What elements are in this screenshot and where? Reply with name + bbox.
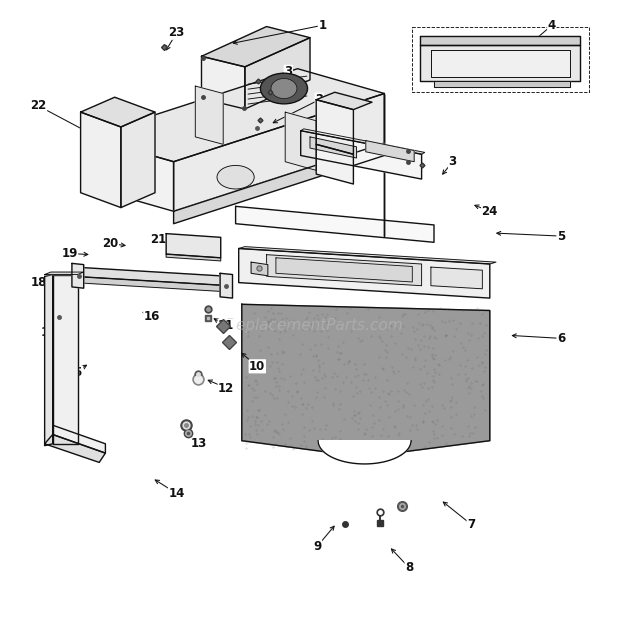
- Polygon shape: [74, 276, 229, 292]
- Polygon shape: [276, 258, 412, 282]
- Polygon shape: [81, 112, 121, 207]
- Polygon shape: [53, 425, 105, 453]
- Polygon shape: [45, 272, 84, 274]
- Text: 20: 20: [102, 237, 118, 250]
- Text: 2: 2: [315, 93, 324, 106]
- Text: 10: 10: [249, 360, 265, 373]
- Polygon shape: [220, 273, 232, 298]
- Polygon shape: [202, 27, 310, 67]
- Polygon shape: [53, 274, 78, 444]
- Polygon shape: [87, 69, 384, 161]
- Polygon shape: [245, 38, 310, 109]
- Polygon shape: [72, 263, 84, 288]
- Text: 19: 19: [61, 247, 78, 260]
- Ellipse shape: [260, 73, 308, 104]
- Polygon shape: [301, 130, 422, 179]
- Text: 9: 9: [313, 540, 322, 553]
- Polygon shape: [301, 129, 425, 154]
- Text: 24: 24: [482, 205, 498, 218]
- Polygon shape: [267, 255, 422, 286]
- Text: eReplacementParts.com: eReplacementParts.com: [216, 319, 404, 333]
- Polygon shape: [236, 206, 434, 242]
- Polygon shape: [431, 50, 570, 78]
- Polygon shape: [431, 267, 482, 289]
- Polygon shape: [310, 137, 356, 158]
- Text: 4: 4: [547, 19, 556, 32]
- Polygon shape: [251, 262, 268, 276]
- Text: 13: 13: [190, 437, 206, 450]
- Text: 8: 8: [405, 561, 414, 574]
- Polygon shape: [239, 247, 496, 264]
- Text: 5: 5: [557, 230, 565, 243]
- Polygon shape: [166, 254, 221, 261]
- Text: 14: 14: [169, 487, 185, 500]
- Polygon shape: [316, 93, 372, 110]
- Polygon shape: [81, 97, 155, 127]
- Polygon shape: [195, 86, 223, 144]
- Text: 21: 21: [151, 233, 167, 247]
- Polygon shape: [316, 144, 353, 184]
- Text: 6: 6: [557, 332, 565, 345]
- Text: 22: 22: [30, 99, 46, 112]
- Polygon shape: [45, 435, 105, 463]
- Polygon shape: [87, 117, 136, 186]
- Text: 17: 17: [40, 325, 56, 338]
- Text: 15: 15: [66, 366, 82, 379]
- Polygon shape: [285, 112, 316, 170]
- Polygon shape: [121, 112, 155, 207]
- Polygon shape: [318, 441, 411, 464]
- Text: 23: 23: [169, 26, 185, 39]
- Polygon shape: [202, 57, 245, 109]
- Polygon shape: [45, 274, 53, 446]
- Text: 11: 11: [218, 319, 234, 332]
- Text: 3: 3: [448, 155, 457, 168]
- Text: 16: 16: [144, 310, 160, 323]
- Polygon shape: [174, 143, 384, 224]
- Text: 3: 3: [284, 65, 293, 78]
- Polygon shape: [174, 94, 384, 211]
- Polygon shape: [434, 81, 570, 88]
- Text: 12: 12: [218, 381, 234, 394]
- Ellipse shape: [217, 165, 254, 189]
- Polygon shape: [239, 248, 490, 298]
- Text: 7: 7: [467, 518, 476, 531]
- Polygon shape: [74, 267, 229, 286]
- Polygon shape: [420, 45, 580, 81]
- Polygon shape: [242, 304, 490, 453]
- Polygon shape: [420, 37, 580, 45]
- Text: 1: 1: [318, 19, 327, 32]
- Polygon shape: [366, 140, 414, 161]
- Ellipse shape: [271, 78, 297, 99]
- Polygon shape: [316, 100, 353, 154]
- Polygon shape: [166, 233, 221, 258]
- Text: 18: 18: [30, 276, 46, 289]
- Polygon shape: [87, 137, 174, 211]
